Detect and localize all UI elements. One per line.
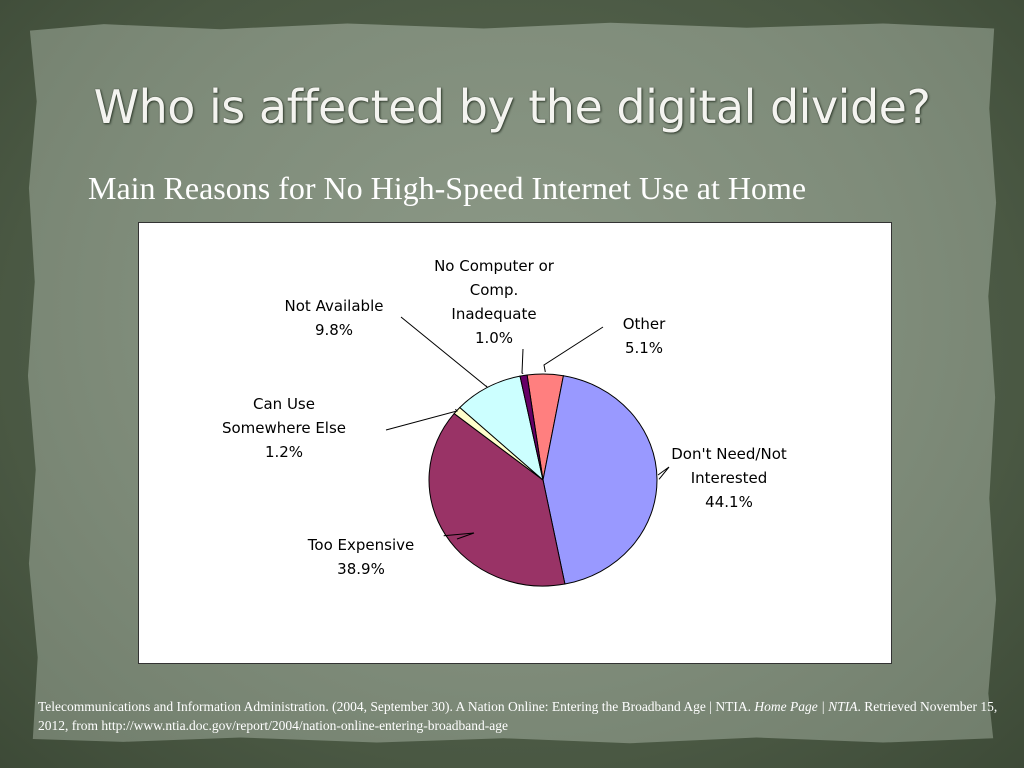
leader-line [385, 408, 458, 431]
pie-label: Too Expensive 38.9% [307, 536, 414, 578]
pie-label-line: 5.1% [625, 339, 663, 357]
pie-label-line: 1.2% [265, 443, 303, 461]
citation-text: Telecommunications and Information Admin… [38, 699, 751, 714]
pie-label: Can Use Somewhere Else 1.2% [222, 395, 346, 461]
pie-slice-too-expensive [428, 412, 566, 587]
pie-chart-panel: Other 5.1% Don't Need/Not Interested 44.1% To… [138, 222, 892, 664]
pie-label-line: Too Expensive [307, 536, 414, 554]
citation-site-name: Home Page | NTIA [754, 699, 858, 714]
pie-label: No Computer or Comp. Inadequate 1.0% [434, 257, 555, 347]
pie-label-line: Interested [691, 469, 768, 487]
pie-label: Not Available 9.8% [285, 297, 384, 339]
pie-label-line: Other [623, 315, 666, 333]
leader-line [443, 532, 475, 540]
pie-label-line: 44.1% [705, 493, 753, 511]
pie-label-line: Can Use [253, 395, 315, 413]
pie-label-line: Somewhere Else [222, 419, 346, 437]
pie-label-line: Not Available [285, 297, 384, 315]
citation: Telecommunications and Information Admin… [38, 697, 998, 735]
pie-label-line: 38.9% [337, 560, 385, 578]
pie-label-line: Don't Need/Not [671, 445, 787, 463]
slide-subtitle: Main Reasons for No High-Speed Internet … [88, 170, 807, 206]
pie-chart: Other 5.1% Don't Need/Not Interested 44.1% To… [222, 257, 787, 587]
leader-line [400, 316, 488, 388]
pie-slice-no-computer-or-comp-inadequate [519, 374, 544, 481]
leader-line [543, 326, 604, 373]
pie-label-line: No Computer or [434, 257, 555, 275]
leader-line [657, 466, 670, 480]
pie-label: Don't Need/Not Interested 44.1% [671, 445, 787, 511]
pie-label: Other 5.1% [623, 315, 666, 357]
pie-slice-don-t-need-not-interested [542, 375, 658, 585]
pie-label-line: 9.8% [315, 321, 353, 339]
leader-line [521, 348, 524, 375]
pie-label-line: Inadequate [451, 305, 536, 323]
slide-title: Who is affected by the digital divide? [93, 80, 931, 134]
pie-label-line: 1.0% [475, 329, 513, 347]
pie-label-line: Comp. [470, 281, 519, 299]
citation-retrieved: . Retrieved November 15, 2012, from http… [38, 699, 998, 733]
